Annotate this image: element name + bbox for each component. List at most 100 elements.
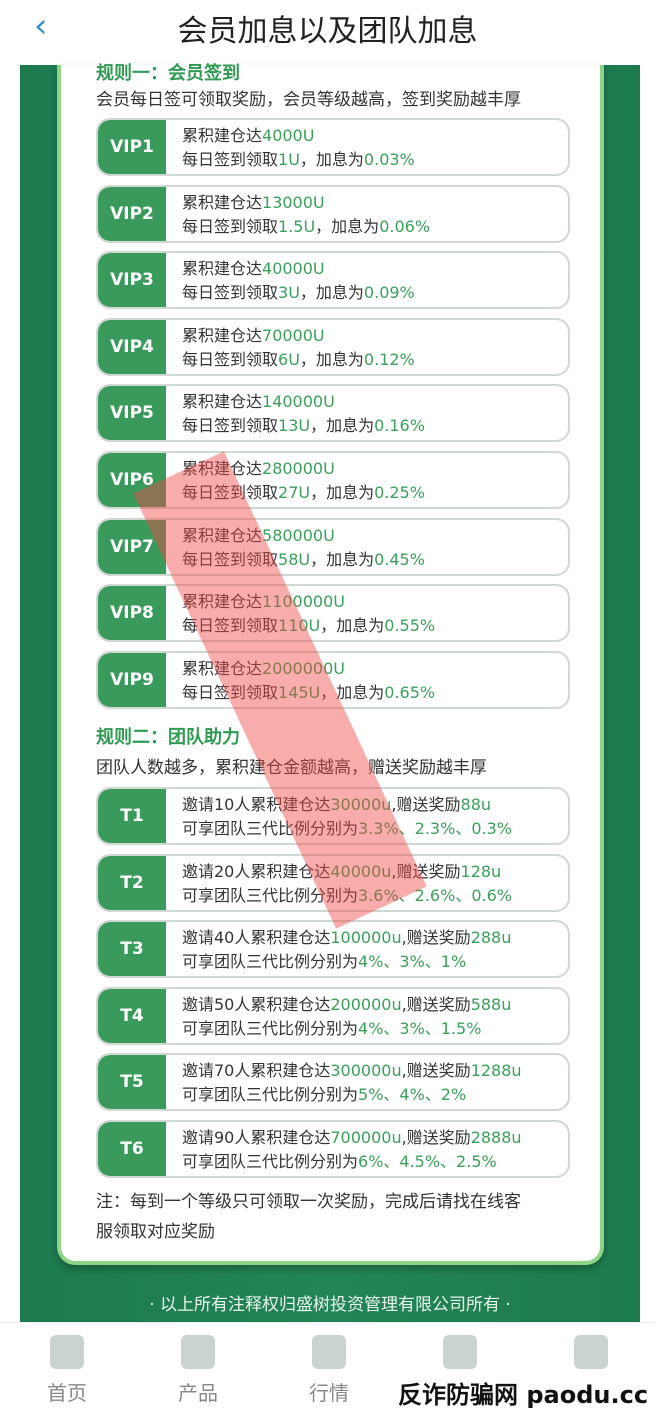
highlight-value: 13U	[278, 416, 311, 436]
text: 累积建仓达	[182, 126, 263, 145]
home-icon	[50, 1335, 84, 1369]
bottom-nav: 首页 产品 行情	[0, 1322, 655, 1417]
chevron-left-icon[interactable]: ‹	[34, 6, 48, 46]
text: 每日签到领取	[182, 150, 279, 169]
row-text: 邀请40人累积建仓达100000u,赠送奖励288u 可享团队三代比例分别为4%、…	[182, 926, 511, 974]
row-line: 每日签到领取27U，加息为0.25%	[182, 481, 425, 505]
text: ，加息为	[320, 616, 385, 636]
text: 每日签到领取	[182, 549, 279, 569]
row-text: 累积建仓达13000U 每日签到领取1.5U，加息为0.06%	[182, 191, 430, 239]
text: ，加息为	[315, 216, 380, 236]
highlight-value: 30000u	[330, 795, 392, 814]
nav-item-2[interactable]: 行情	[279, 1335, 379, 1406]
note-line1: 注：每到一个等级只可领取一次奖励，完成后请找在线客	[96, 1192, 521, 1212]
row-text: 邀请70人累积建仓达300000u,赠送奖励1288u 可享团队三代比例分别为5%…	[182, 1059, 522, 1107]
row-line: 每日签到领取13U，加息为0.16%	[182, 414, 425, 438]
highlight-value: 4%、3%、1%	[358, 952, 467, 972]
row-text: 累积建仓达40000U 每日签到领取3U，加息为0.09%	[182, 257, 415, 305]
header: ‹ 会员加息以及团队加息	[0, 0, 655, 60]
level-label: VIP9	[98, 652, 166, 707]
text: 每日签到领取	[182, 616, 279, 636]
text: 累积建仓达	[182, 592, 263, 612]
row-line: 每日签到领取58U，加息为0.45%	[182, 548, 425, 572]
level-label: VIP6	[98, 453, 166, 507]
row-line: 累积建仓达13000U	[182, 191, 430, 215]
product-icon	[181, 1335, 215, 1369]
highlight-value: 3.6%、2.6%、0.6%	[358, 885, 512, 905]
row-text: 累积建仓达1100000U 每日签到领取110U，加息为0.55%	[182, 590, 435, 638]
text: 累积建仓达	[182, 658, 263, 678]
row-line: 每日签到领取3U，加息为0.09%	[182, 281, 415, 305]
highlight-value: 580000U	[262, 525, 335, 545]
rule2-row-t1: T1 邀请10人累积建仓达30000u,赠送奖励88u 可享团队三代比例分别为3.3…	[96, 787, 570, 845]
text: ，加息为	[299, 283, 364, 303]
highlight-value: 3U	[278, 283, 300, 303]
text: 可享团队三代比例分别为	[182, 819, 359, 838]
text: 可享团队三代比例分别为	[182, 1152, 359, 1171]
text: ,赠送奖励	[401, 994, 471, 1014]
text: 累积建仓达	[182, 259, 263, 279]
row-line: 可享团队三代比例分别为3.3%、2.3%、0.3%	[182, 817, 512, 841]
row-line: 可享团队三代比例分别为4%、3%、1%	[182, 950, 511, 974]
text: 邀请20人累积建仓达	[182, 861, 331, 881]
level-label: T1	[98, 789, 166, 843]
rule1-row-vip1: VIP1 累积建仓达4000U 每日签到领取1U，加息为0.03%	[96, 118, 570, 176]
highlight-value: 110U	[278, 616, 321, 636]
highlight-value: 280000U	[262, 459, 335, 478]
level-label: VIP3	[98, 253, 166, 308]
highlight-value: 27U	[278, 483, 311, 502]
rule1-row-vip8: VIP8 累积建仓达1100000U 每日签到领取110U，加息为0.55%	[96, 584, 570, 643]
highlight-value: 40000U	[262, 259, 325, 279]
highlight-value: 0.06%	[379, 216, 431, 236]
row-text: 累积建仓达140000U 每日签到领取13U，加息为0.16%	[182, 390, 425, 438]
text: ,赠送奖励	[401, 928, 471, 948]
text: ,赠送奖励	[391, 861, 461, 881]
highlight-value: 6%、4.5%、2.5%	[358, 1152, 497, 1171]
row-line: 每日签到领取110U，加息为0.55%	[182, 614, 435, 638]
text: 累积建仓达	[182, 459, 263, 478]
highlight-value: 3.3%、2.3%、0.3%	[358, 819, 512, 838]
highlight-value: 128u	[460, 861, 502, 881]
row-line: 可享团队三代比例分别为4%、3%、1.5%	[182, 1017, 511, 1041]
text: ，加息为	[310, 549, 375, 569]
highlight-value: 0.03%	[363, 150, 415, 169]
rule2-row-t3: T3 邀请40人累积建仓达100000u,赠送奖励288u 可享团队三代比例分别为4…	[96, 920, 570, 979]
nav-item-0[interactable]: 首页	[17, 1335, 117, 1406]
highlight-value: 0.12%	[363, 349, 415, 369]
row-line: 可享团队三代比例分别为5%、4%、2%	[182, 1083, 522, 1107]
row-text: 累积建仓达280000U 每日签到领取27U，加息为0.25%	[182, 457, 425, 505]
text: ，加息为	[320, 682, 385, 702]
level-label: VIP4	[98, 319, 166, 374]
nav-item-1[interactable]: 产品	[148, 1335, 248, 1406]
rule1-row-vip4: VIP4 累积建仓达70000U 每日签到领取6U，加息为0.12%	[96, 317, 570, 376]
text: 累积建仓达	[182, 192, 263, 212]
row-line: 累积建仓达140000U	[182, 390, 425, 414]
text: 每日签到领取	[182, 416, 279, 436]
rule2-row-t5: T5 邀请70人累积建仓达300000u,赠送奖励1288u 可享团队三代比例分别为…	[96, 1053, 570, 1112]
highlight-value: 1100000U	[262, 592, 345, 612]
level-label: VIP2	[98, 186, 166, 241]
highlight-value: 2888u	[470, 1128, 522, 1147]
nav-item-4[interactable]	[541, 1335, 641, 1377]
row-text: 邀请20人累积建仓达40000u,赠送奖励128u 可享团队三代比例分别为3.6%…	[182, 860, 512, 908]
row-line: 每日签到领取1U，加息为0.03%	[182, 148, 415, 172]
text: 每日签到领取	[182, 283, 279, 303]
rule1-desc: 会员每日签可领取奖励，会员等级越高，签到奖励越丰厚	[96, 90, 521, 110]
rule1-row-vip5: VIP5 累积建仓达140000U 每日签到领取13U，加息为0.16%	[96, 384, 570, 443]
text: 邀请10人累积建仓达	[182, 795, 331, 814]
page-title: 会员加息以及团队加息	[177, 14, 478, 49]
row-line: 邀请10人累积建仓达30000u,赠送奖励88u	[182, 793, 512, 817]
text: ，加息为	[310, 483, 375, 502]
rule2-row-t6: T6 邀请90人累积建仓达700000u,赠送奖励2888u 可享团队三代比例分别为…	[96, 1120, 570, 1178]
row-line: 邀请90人累积建仓达700000u,赠送奖励2888u	[182, 1126, 522, 1150]
highlight-value: 4000U	[262, 126, 315, 145]
nav-label: 行情	[309, 1381, 349, 1405]
rule2-desc: 团队人数越多，累积建仓金额越高，赠送奖励越丰厚	[96, 758, 487, 778]
nav-item-3[interactable]	[410, 1335, 510, 1377]
row-text: 邀请90人累积建仓达700000u,赠送奖励2888u 可享团队三代比例分别为6%…	[182, 1126, 522, 1174]
row-line: 每日签到领取6U，加息为0.12%	[182, 348, 415, 372]
highlight-value: 700000u	[330, 1128, 402, 1147]
rule2-row-t2: T2 邀请20人累积建仓达40000u,赠送奖励128u 可享团队三代比例分别为3.…	[96, 853, 570, 912]
user-icon	[574, 1335, 608, 1369]
text: 可享团队三代比例分别为	[182, 1085, 359, 1105]
